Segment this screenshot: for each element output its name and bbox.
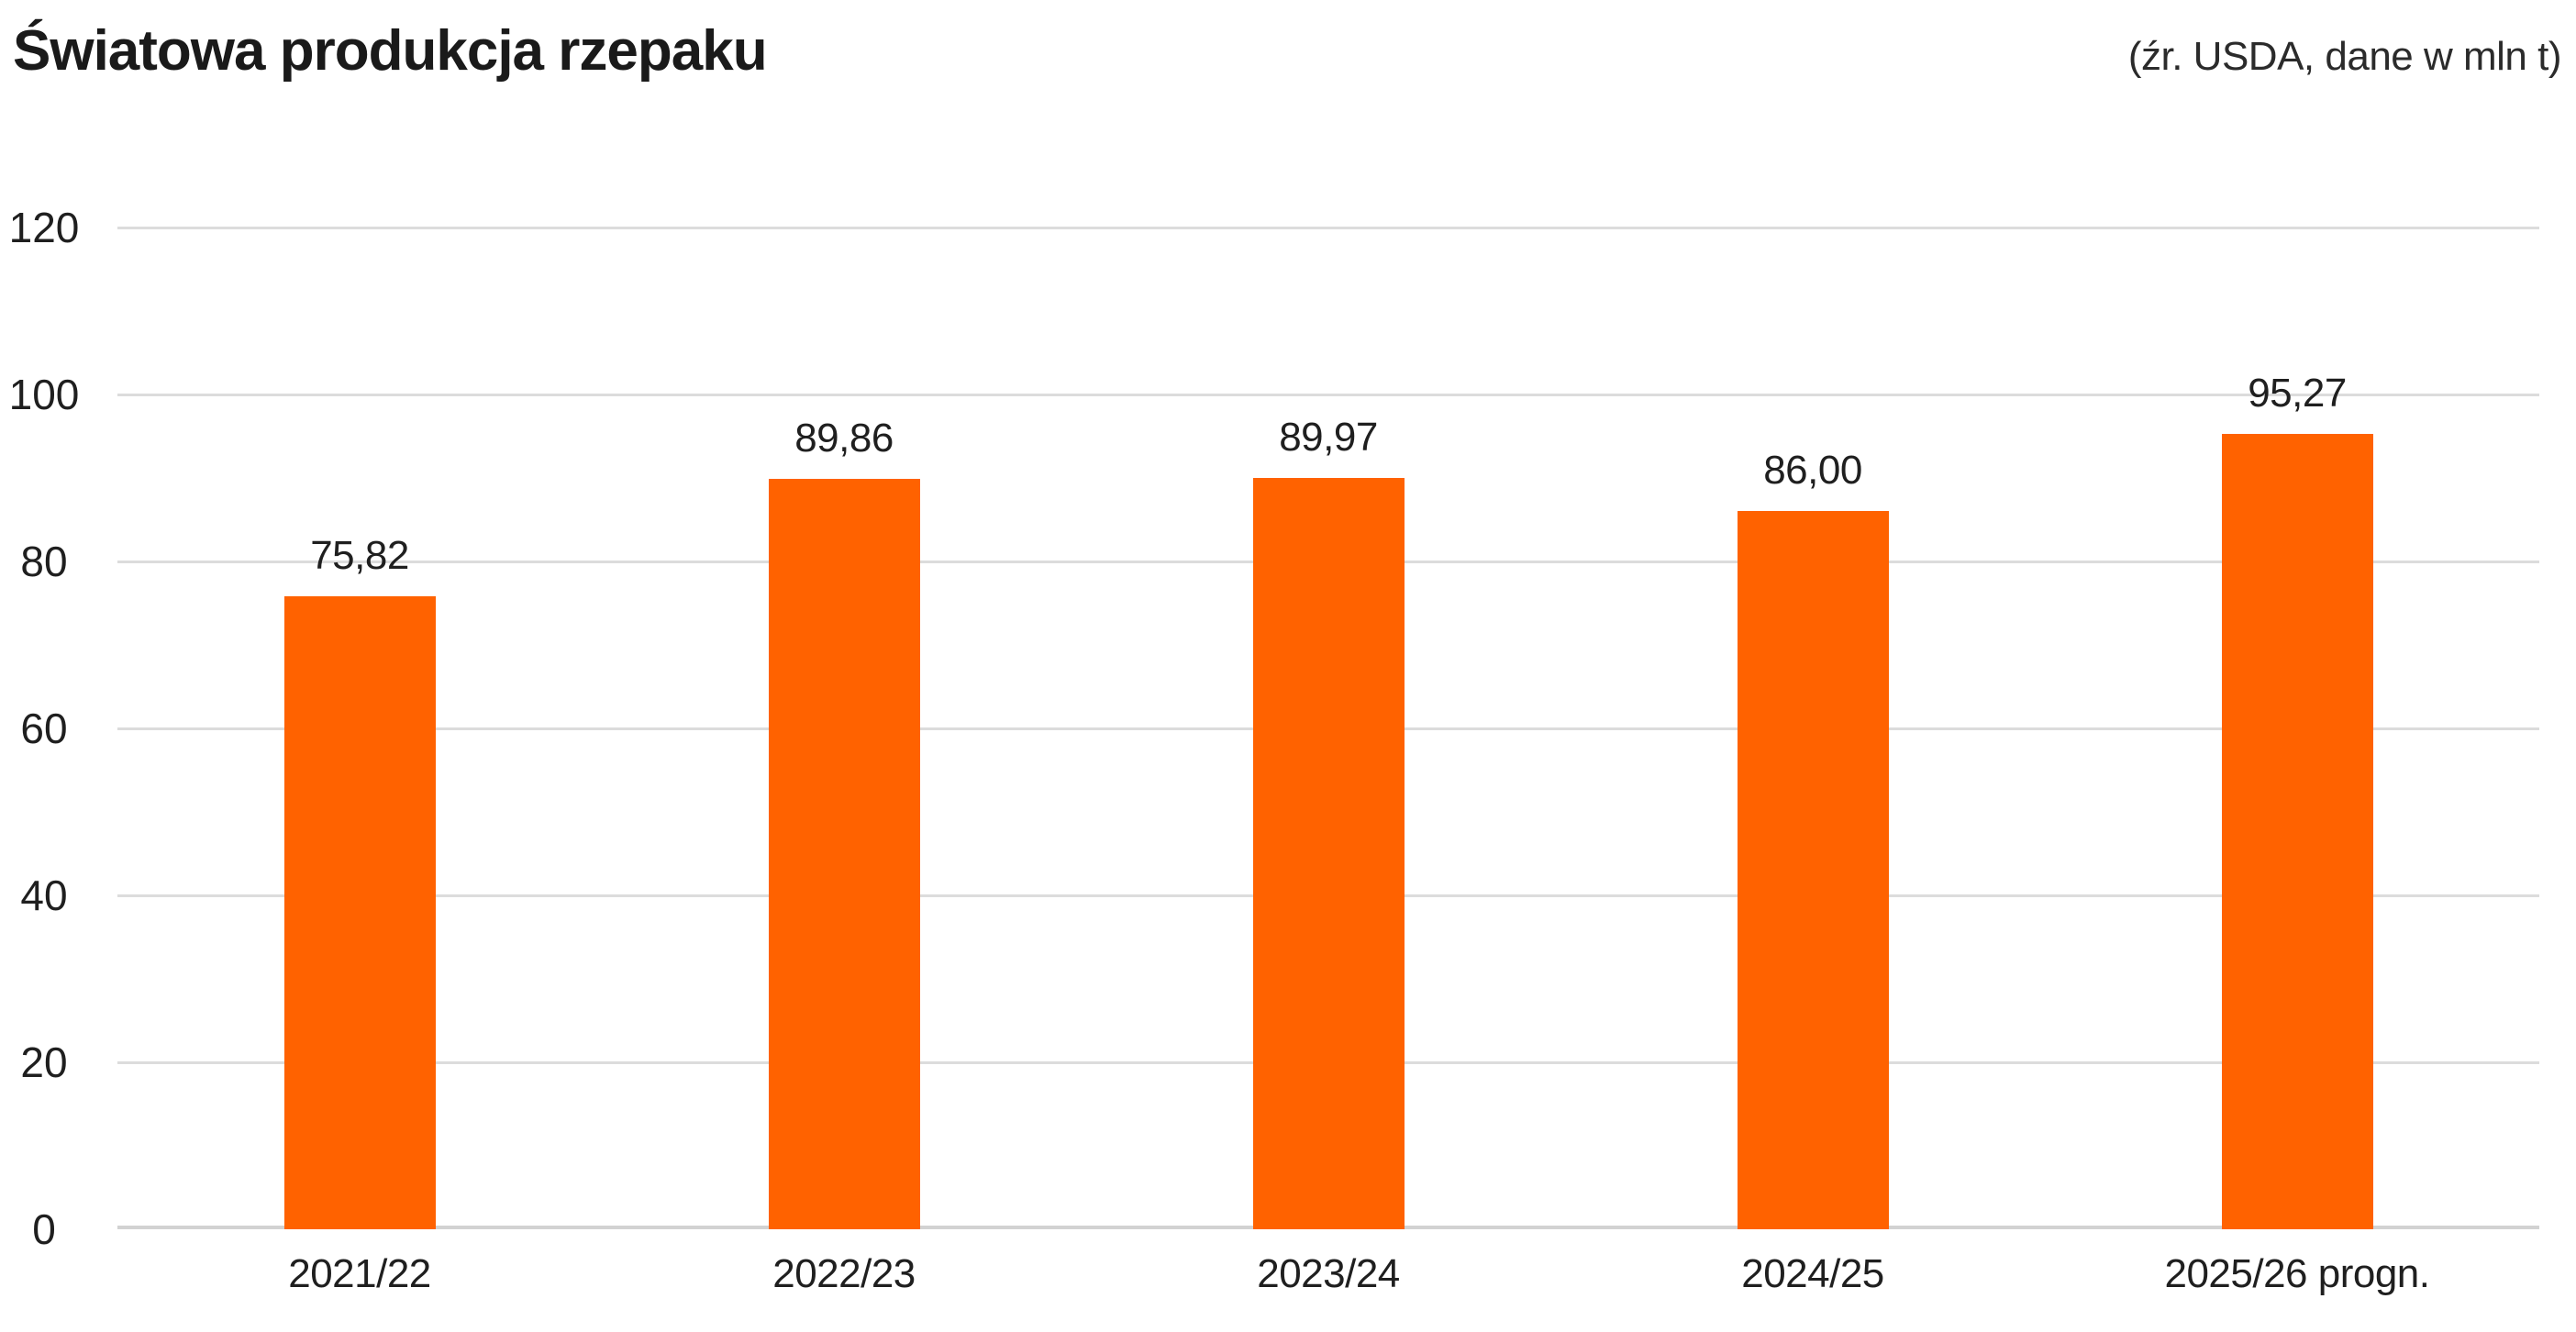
chart-source-note: (źr. USDA, dane w mln t) (2127, 34, 2562, 79)
bars: 75,82 89,86 89,97 86,00 95,27 (117, 228, 2539, 1229)
x-tick-label-2025/26 progn.: 2025/26 progn. (2164, 1251, 2430, 1296)
x-tick-label-2021/22: 2021/22 (288, 1251, 431, 1296)
bar-2022/23 (768, 479, 920, 1229)
x-tick-label-2024/25: 2024/25 (1741, 1251, 1884, 1296)
y-tick-label-40: 40 (20, 871, 68, 919)
y-tick-label-60: 60 (20, 705, 68, 752)
bar-slot-2022/23: 89,86 (602, 228, 1086, 1229)
plot-area: 75,82 89,86 89,97 86,00 95,27 (117, 226, 2539, 1229)
bar-2025/26 progn. (2221, 434, 2373, 1229)
bar-value-label: 95,27 (2248, 371, 2347, 416)
bar-value-label: 89,86 (794, 416, 894, 461)
bar-value-label: 89,97 (1279, 415, 1378, 461)
y-tick-label-120: 120 (8, 204, 80, 251)
bar-value-label: 75,82 (310, 533, 409, 579)
x-tick-label-2023/24: 2023/24 (1257, 1251, 1400, 1296)
gridline-y-120 (117, 226, 2539, 229)
bar-slot-2021/22: 75,82 (117, 228, 602, 1229)
y-tick-label-80: 80 (20, 538, 68, 585)
bar-slot-2023/24: 89,97 (1086, 228, 1571, 1229)
y-axis-labels: 0 20 40 60 80 100 120 (0, 206, 88, 1250)
chart-title: Światowa produkcja rzepaku (13, 19, 768, 83)
bar-slot-2025/26 progn.: 95,27 (2055, 228, 2539, 1229)
bar-value-label: 86,00 (1763, 448, 1862, 494)
bar-2024/25 (1737, 511, 1889, 1229)
bar-2021/22 (283, 596, 436, 1229)
gridline-y-100 (117, 393, 2539, 396)
x-axis-labels: 2021/22 2022/23 2023/24 2024/25 2025/26 prog… (117, 1251, 2539, 1297)
chart-header: Światowa produkcja rzepaku (źr. USDA, da… (13, 18, 2562, 83)
y-tick-label-100: 100 (8, 371, 80, 418)
bar-2023/24 (1252, 478, 1405, 1229)
x-tick-label-2022/23: 2022/23 (772, 1251, 916, 1296)
y-tick-label-0: 0 (32, 1205, 56, 1253)
y-tick-label-20: 20 (20, 1038, 68, 1086)
bar-slot-2024/25: 86,00 (1571, 228, 2055, 1229)
